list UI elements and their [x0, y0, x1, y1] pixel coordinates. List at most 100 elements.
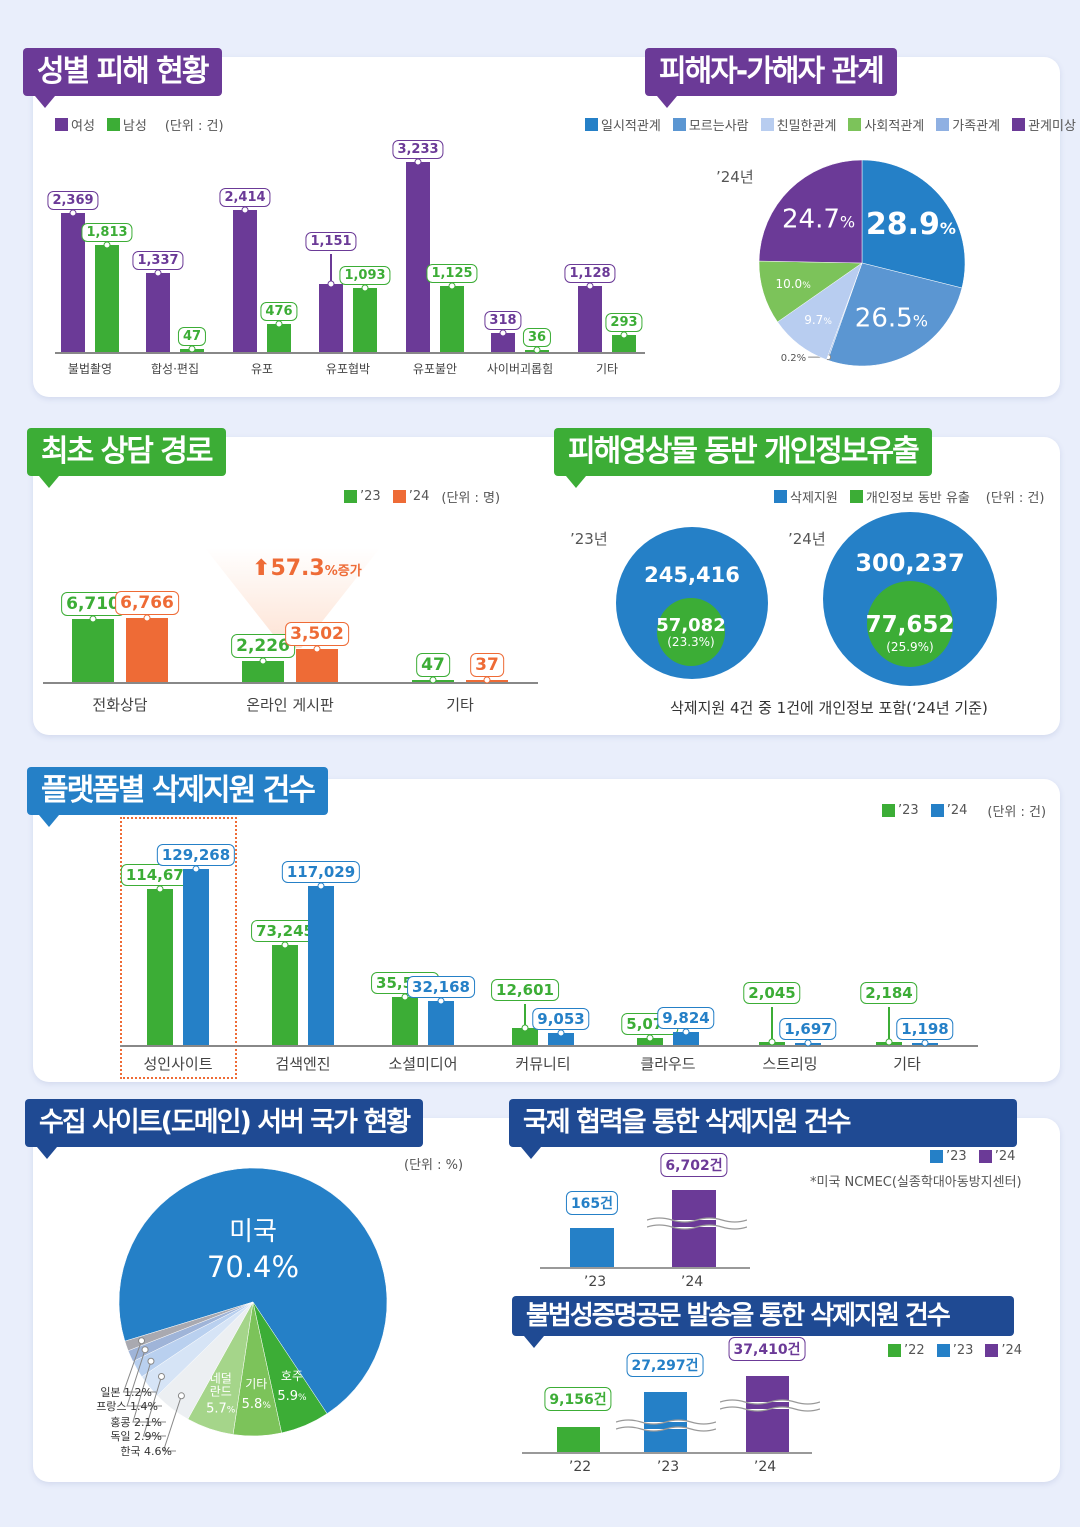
- label-dot: [557, 1029, 565, 1037]
- label-dot: [281, 941, 289, 949]
- value-label: 114,672: [120, 863, 200, 886]
- letter-bar-24: [746, 1376, 789, 1452]
- letter-label-22: 9,156건: [544, 1387, 612, 1411]
- bar-0: [147, 888, 173, 1045]
- slice-value: 5.7: [206, 1402, 227, 1417]
- value-label: 9,824: [657, 1006, 715, 1029]
- gender-legend: 여성 남성 (단위 : 건): [55, 115, 224, 134]
- letter-year-24: ’24: [753, 1459, 777, 1475]
- official-letter-title: 불법성증명공문 발송을 통한 삭제지원 건수: [512, 1296, 1014, 1348]
- letter-year-22: ’22: [568, 1459, 592, 1475]
- pie-slice: [118, 1167, 388, 1415]
- slice-name: 기타: [245, 1377, 267, 1391]
- label-stem: [888, 1007, 890, 1043]
- legend-23: ’23: [952, 1343, 974, 1358]
- legend-label: 관계미상: [1028, 119, 1076, 134]
- ncmec-note: *미국 NCMEC(실종학대아동방지센터): [810, 1175, 1022, 1190]
- axis-break-icon: [616, 1419, 716, 1432]
- label-dot: [414, 158, 422, 166]
- percent-sign: %: [802, 281, 811, 291]
- category-label: 검색엔진: [275, 1055, 331, 1073]
- legend-23: ’23: [946, 1149, 967, 1164]
- axis-break-icon: [647, 1217, 747, 1230]
- bar-0: [319, 284, 343, 352]
- value-label: 6,710: [61, 591, 125, 616]
- pie-slice: [861, 159, 966, 289]
- pie-year-label: ’24년: [716, 168, 754, 186]
- category-label: 기타: [893, 1055, 921, 1073]
- label-dot: [103, 241, 111, 249]
- value-label: 47: [177, 327, 207, 347]
- category-label: 클라우드: [640, 1055, 696, 1073]
- category-label: 전화상담: [92, 696, 148, 714]
- bar-0: [146, 273, 170, 352]
- label-dot: [313, 645, 321, 653]
- label-dot: [429, 676, 437, 684]
- unit-label: (단위 : %): [404, 1158, 464, 1173]
- label-dot: [154, 269, 162, 277]
- letter-legend: ’22 ’23 ’24: [888, 1343, 1030, 1358]
- legend-male: 남성: [122, 119, 147, 134]
- slice-name: 미국: [229, 1217, 277, 1247]
- label-dot: [259, 657, 267, 665]
- label-dot: [275, 320, 283, 328]
- bar-0: [72, 618, 114, 682]
- slice-label: 5.9%: [277, 1389, 307, 1404]
- legend-swatch: [760, 118, 774, 131]
- leader-dot: [138, 1337, 146, 1345]
- value-label: 12,601: [491, 978, 559, 1001]
- slice-name: 네덜: [210, 1372, 232, 1386]
- category-label: 소셜미디어: [388, 1055, 458, 1073]
- unit-label: (단위 : 건): [985, 491, 1045, 506]
- slice-label: 28.9%: [866, 207, 956, 242]
- legend-swatch: [1012, 118, 1026, 131]
- legend-label: 사회적관계: [864, 119, 925, 134]
- percent-sign: %: [262, 1401, 271, 1411]
- category-label: 유포: [250, 362, 274, 376]
- category-label: 스트리밍: [762, 1055, 818, 1073]
- bar-1: [183, 869, 209, 1045]
- category-label: 합성·편집: [151, 362, 199, 376]
- bar-1: [548, 1032, 574, 1045]
- leak-title: 피해영상물 동반 개인정보유출: [554, 428, 932, 488]
- slice-label: 9.7%: [804, 313, 832, 327]
- value-label: 36: [522, 327, 552, 347]
- label-stem: [771, 1007, 773, 1043]
- arrow-up-icon: ⬆: [252, 556, 271, 581]
- value-label: 2,045: [743, 982, 801, 1005]
- legend-label: 일시적관계: [601, 119, 661, 134]
- consult-route-title: 최초 상담 경로: [27, 428, 226, 488]
- leak-caption: 삭제지원 4건 중 1건에 개인정보 포함(‘24년 기준): [670, 699, 988, 717]
- bar-0: [512, 1027, 538, 1045]
- percent-sign: %: [227, 1406, 236, 1416]
- leak-value-24: 77,652: [865, 612, 955, 638]
- slice-label: 한국 4.6%: [120, 1445, 172, 1458]
- label-stem: [524, 1003, 526, 1028]
- unit-label: (단위 : 명): [441, 491, 501, 506]
- legend-관계미상: 관계미상: [1012, 115, 1076, 134]
- victim-relation-title: 피해자-가해자 관계: [645, 48, 897, 108]
- category-label: 커뮤니티: [515, 1055, 571, 1073]
- value-label: 1,125: [426, 263, 478, 283]
- value-label: 2,226: [231, 633, 295, 658]
- slice-value: 10.0: [775, 277, 802, 291]
- bar-1: [296, 648, 338, 682]
- x-axis: [43, 682, 538, 684]
- relation-legend: 일시적관계 모르는사람 친밀한관계 사회적관계 가족관계 관계미상: [585, 115, 1080, 134]
- category-label: 불법촬영: [67, 362, 113, 376]
- leak-value-23: 57,082: [656, 615, 726, 636]
- intl-bar-23: [570, 1228, 614, 1267]
- value-label: 1,128: [564, 263, 616, 283]
- letter-bar-22: [557, 1427, 600, 1452]
- value-label: 2,184: [860, 982, 918, 1005]
- letter-year-23: ’23: [656, 1459, 680, 1475]
- label-dot: [89, 615, 97, 623]
- value-label: 117,029: [281, 860, 361, 883]
- leak-pct-24: (25.9%): [886, 640, 934, 654]
- value-label: 37: [470, 653, 504, 677]
- bar-0: [578, 285, 602, 352]
- legend-female: 여성: [71, 119, 95, 134]
- slice-label: 24.7%: [782, 205, 855, 235]
- legend-swatch: [848, 118, 862, 131]
